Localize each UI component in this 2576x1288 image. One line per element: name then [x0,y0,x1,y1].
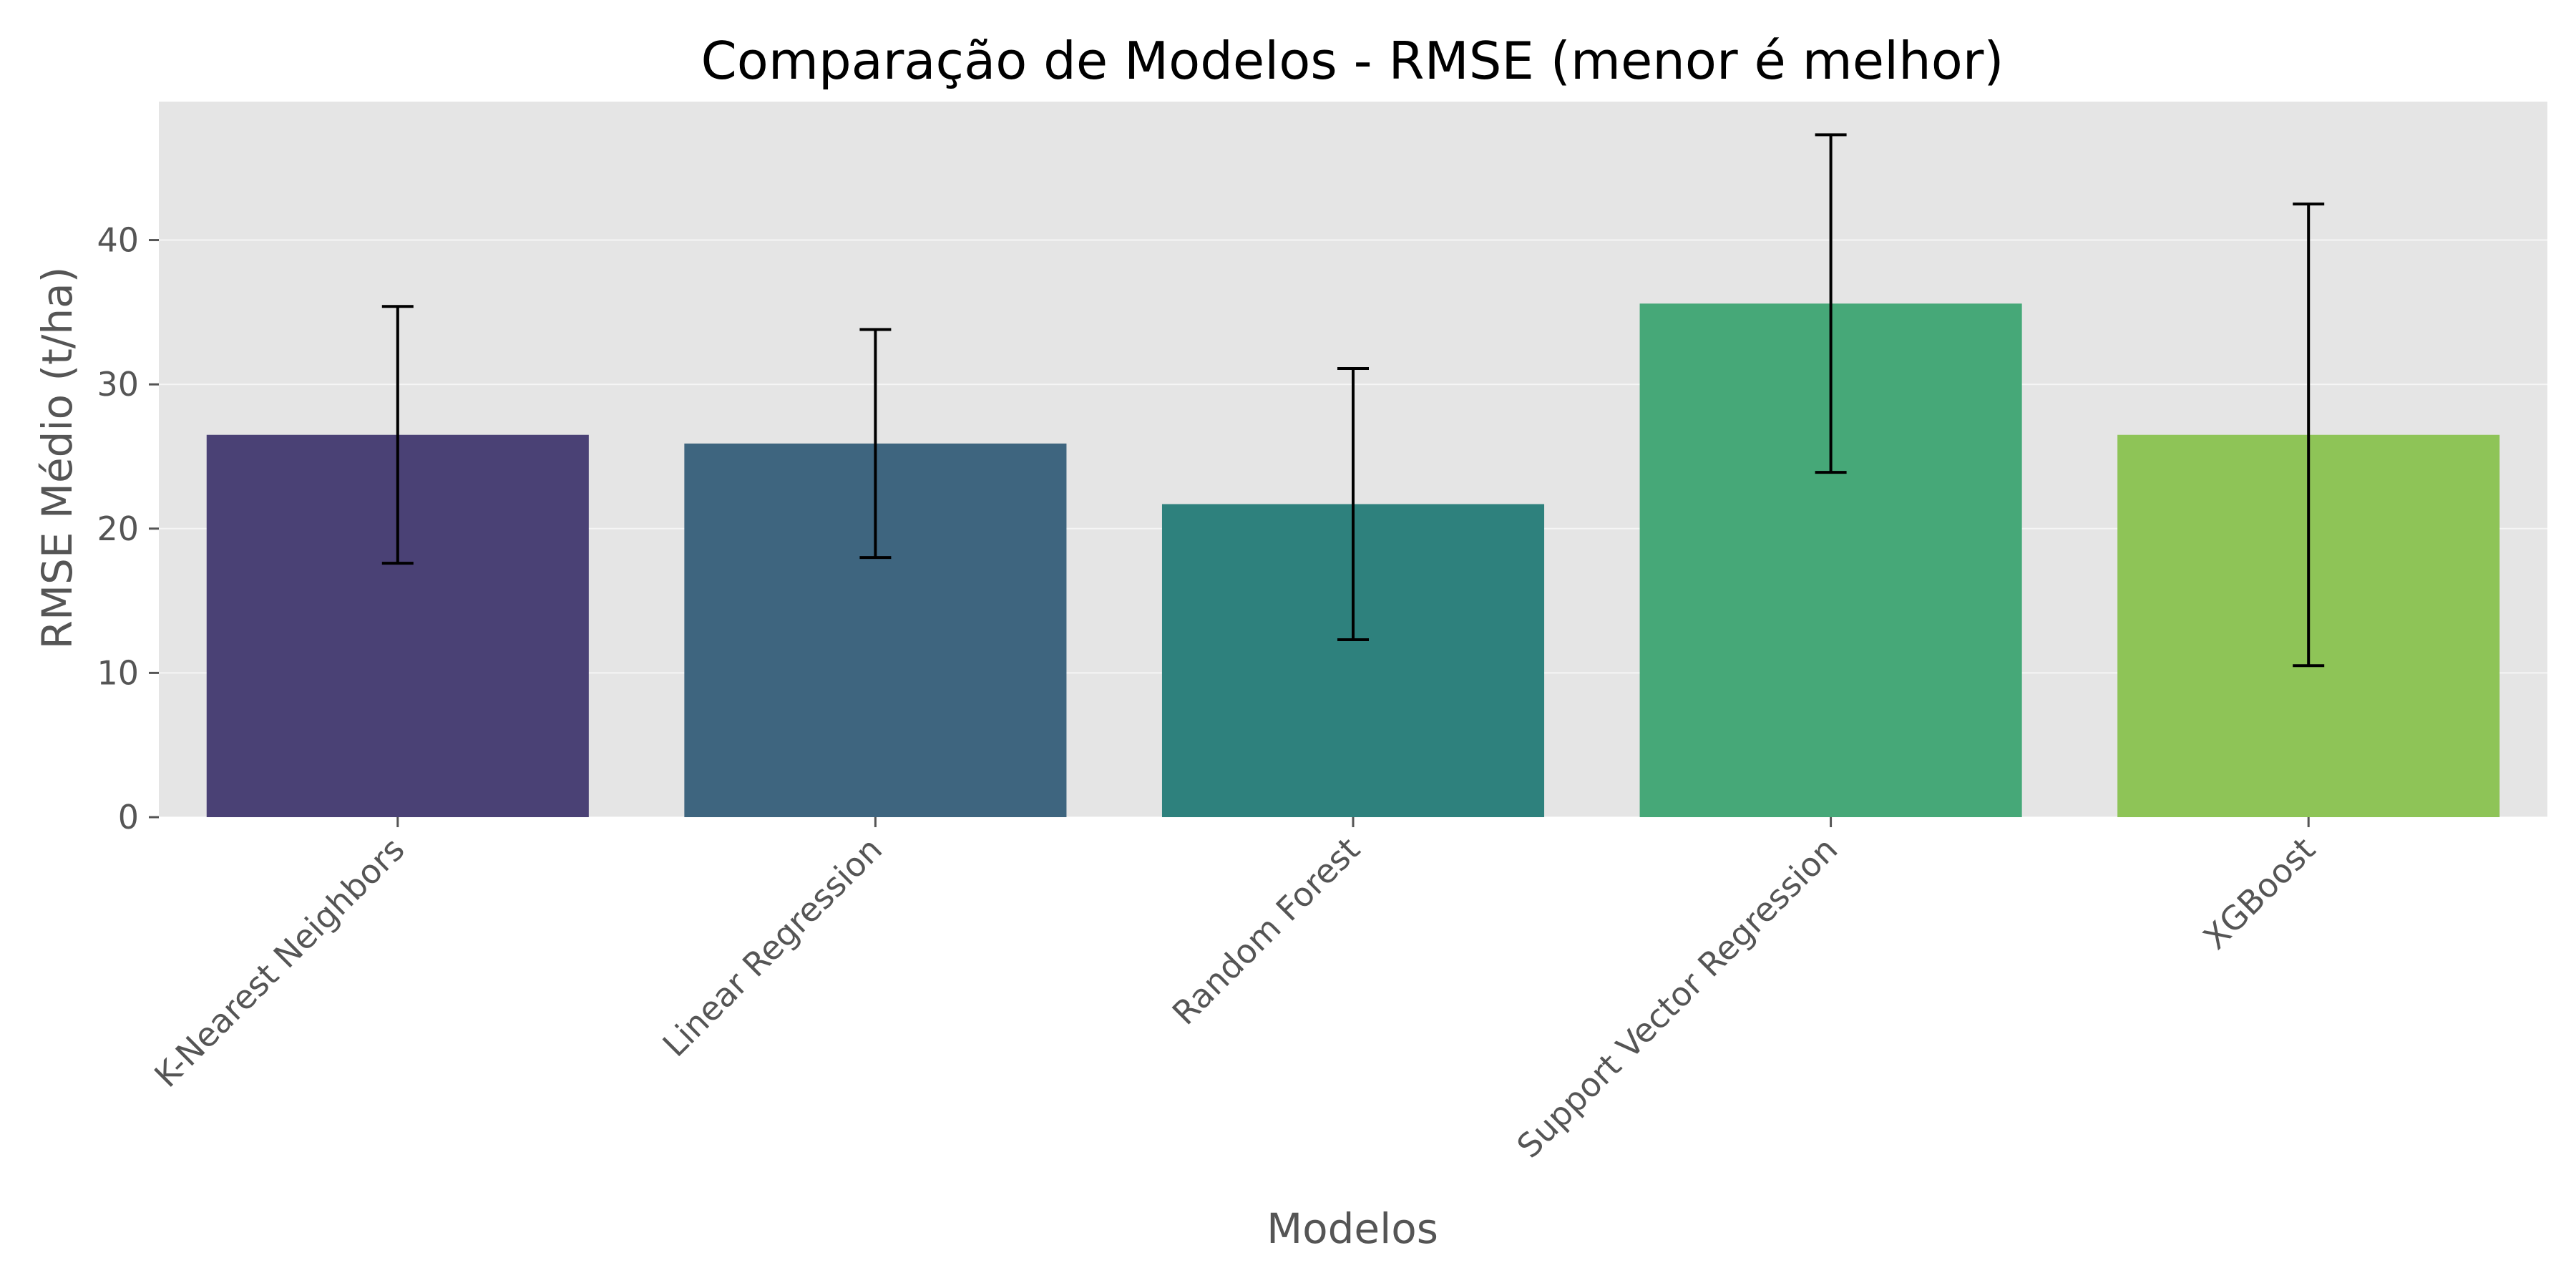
x-axis-label: Modelos [1267,1204,1438,1253]
x-tick-label: Random Forest [1165,830,1367,1033]
x-axis-ticks: K-Nearest Neighbors Linear Regression Rand… [147,817,2323,1166]
y-axis-ticks: 0 10 20 30 40 [97,221,159,836]
y-tick-label: 40 [97,221,139,260]
chart-title: Comparação de Modelos - RMSE (menor é me… [701,31,2004,91]
y-tick-label: 0 [118,798,139,836]
y-tick-label: 10 [97,653,139,692]
x-tick-label: Linear Regression [655,830,890,1065]
error-bars [381,133,2325,668]
y-tick-label: 30 [97,365,139,404]
x-tick-label: K-Nearest Neighbors [147,830,411,1095]
y-axis-label: RMSE Médio (t/ha) [33,267,82,650]
x-tick-label: XGBoost [2195,830,2322,957]
x-tick-label: Support Vector Regression [1509,830,1845,1166]
bars [206,303,2500,817]
y-tick-label: 20 [97,509,139,548]
